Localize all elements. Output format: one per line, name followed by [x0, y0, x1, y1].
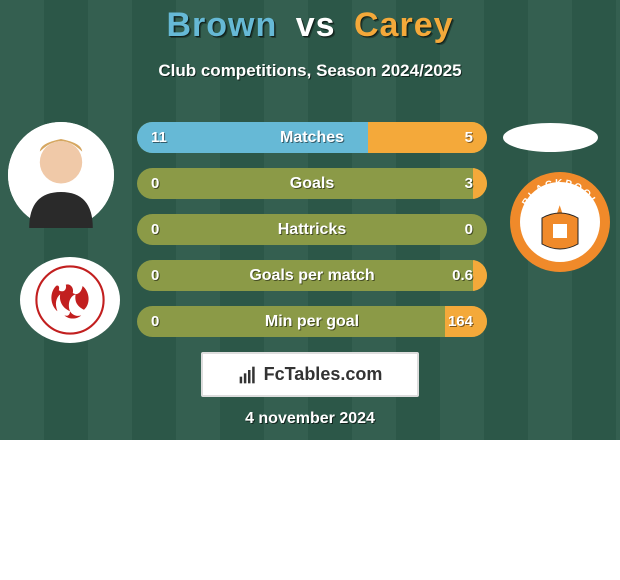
stat-value-right: 0.6: [452, 267, 473, 284]
page-title: Brown vs Carey: [0, 6, 620, 45]
stat-value-right: 3: [465, 175, 473, 192]
stat-row: 0Min per goal164: [137, 306, 487, 337]
vs-text: vs: [296, 6, 336, 44]
stat-label: Goals: [137, 175, 487, 193]
stat-row: 0Goals per match0.6: [137, 260, 487, 291]
player1-name: Brown: [166, 6, 277, 44]
watermark: FcTables.com: [201, 352, 419, 397]
subtitle: Club competitions, Season 2024/2025: [0, 61, 620, 81]
stat-label: Goals per match: [137, 267, 487, 285]
stat-row: 0Goals3: [137, 168, 487, 199]
stat-label: Matches: [137, 129, 487, 147]
stat-value-right: 5: [465, 129, 473, 146]
stat-label: Hattricks: [137, 221, 487, 239]
stat-row: 11Matches5: [137, 122, 487, 153]
stat-label: Min per goal: [137, 313, 487, 331]
player2-club-crest: BLACKPOOL: [508, 170, 612, 274]
stats-rows: 11Matches50Goals30Hattricks00Goals per m…: [137, 122, 487, 352]
watermark-text: FcTables.com: [264, 364, 383, 385]
player1-avatar: [8, 122, 114, 228]
stat-row: 0Hattricks0: [137, 214, 487, 245]
date: 4 november 2024: [0, 410, 620, 428]
bottom-whitespace: [0, 440, 620, 580]
chart-icon: [238, 365, 258, 385]
player1-club-crest: [20, 257, 120, 343]
stat-value-right: 0: [465, 221, 473, 238]
player2-name: Carey: [354, 6, 454, 44]
player2-avatar: [503, 123, 598, 152]
stat-value-right: 164: [448, 313, 473, 330]
